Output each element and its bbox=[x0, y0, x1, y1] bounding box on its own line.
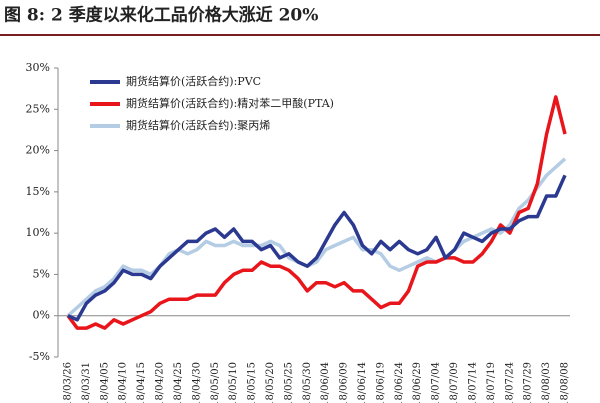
y-tick-label: 10% bbox=[26, 226, 50, 239]
x-tick-label: 2018/07/24 bbox=[504, 362, 515, 403]
y-tick-label: 20% bbox=[26, 144, 50, 157]
x-tick-label: 2018/07/09 bbox=[449, 362, 460, 403]
x-tick-label: 2018/06/19 bbox=[375, 362, 386, 403]
x-tick-label: 2018/07/29 bbox=[523, 362, 534, 403]
x-tick-label: 2018/08/03 bbox=[541, 362, 552, 403]
x-tick-label: 2018/05/15 bbox=[247, 362, 258, 403]
x-tick-label: 2018/06/24 bbox=[394, 362, 405, 403]
x-tick-label: 2018/04/05 bbox=[99, 362, 110, 403]
x-tick-label: 2018/07/19 bbox=[486, 362, 497, 403]
legend-label: 期货结算价(活跃合约):聚丙烯 bbox=[126, 118, 270, 132]
legend-label: 期货结算价(活跃合约):精对苯二甲酸(PTA) bbox=[126, 96, 334, 110]
series-line bbox=[66, 95, 567, 330]
x-tick-label: 2018/04/25 bbox=[173, 362, 184, 403]
x-tick-label: 2018/07/04 bbox=[431, 362, 442, 403]
series-line bbox=[66, 157, 567, 318]
y-tick-label: 30% bbox=[26, 61, 50, 74]
y-tick-label: -5% bbox=[29, 350, 50, 363]
x-tick-label: 2018/03/31 bbox=[81, 362, 92, 403]
x-tick-label: 2018/05/30 bbox=[302, 362, 313, 403]
x-tick-label: 2018/06/14 bbox=[357, 362, 368, 403]
x-tick-label: 2018/05/10 bbox=[228, 362, 239, 403]
x-tick-label: 2018/08/08 bbox=[560, 362, 571, 403]
x-tick-label: 2018/03/26 bbox=[63, 362, 74, 403]
x-tick-label: 2018/06/04 bbox=[320, 362, 331, 403]
x-tick-label: 2018/07/14 bbox=[467, 362, 478, 403]
series-line bbox=[67, 174, 567, 322]
y-tick-label: 25% bbox=[26, 102, 50, 115]
chart-title: 图 8: 2 季度以来化工品价格大涨近 20% bbox=[4, 5, 318, 26]
x-tick-label: 2018/04/10 bbox=[118, 362, 129, 403]
x-tick-label: 2018/06/29 bbox=[412, 362, 423, 403]
x-tick-label: 2018/04/30 bbox=[191, 362, 202, 403]
x-tick-label: 2018/05/25 bbox=[283, 362, 294, 403]
x-tick-label: 2018/05/20 bbox=[265, 362, 276, 403]
y-tick-label: 0% bbox=[33, 309, 50, 322]
x-tick-label: 2018/04/20 bbox=[155, 362, 166, 403]
x-tick-label: 2018/05/05 bbox=[210, 362, 221, 403]
legend-label: 期货结算价(活跃合约):PVC bbox=[126, 74, 261, 88]
y-tick-label: 15% bbox=[26, 185, 50, 198]
y-tick-label: 5% bbox=[33, 267, 50, 280]
x-tick-label: 2018/06/09 bbox=[339, 362, 350, 403]
x-tick-label: 2018/04/15 bbox=[136, 362, 147, 403]
